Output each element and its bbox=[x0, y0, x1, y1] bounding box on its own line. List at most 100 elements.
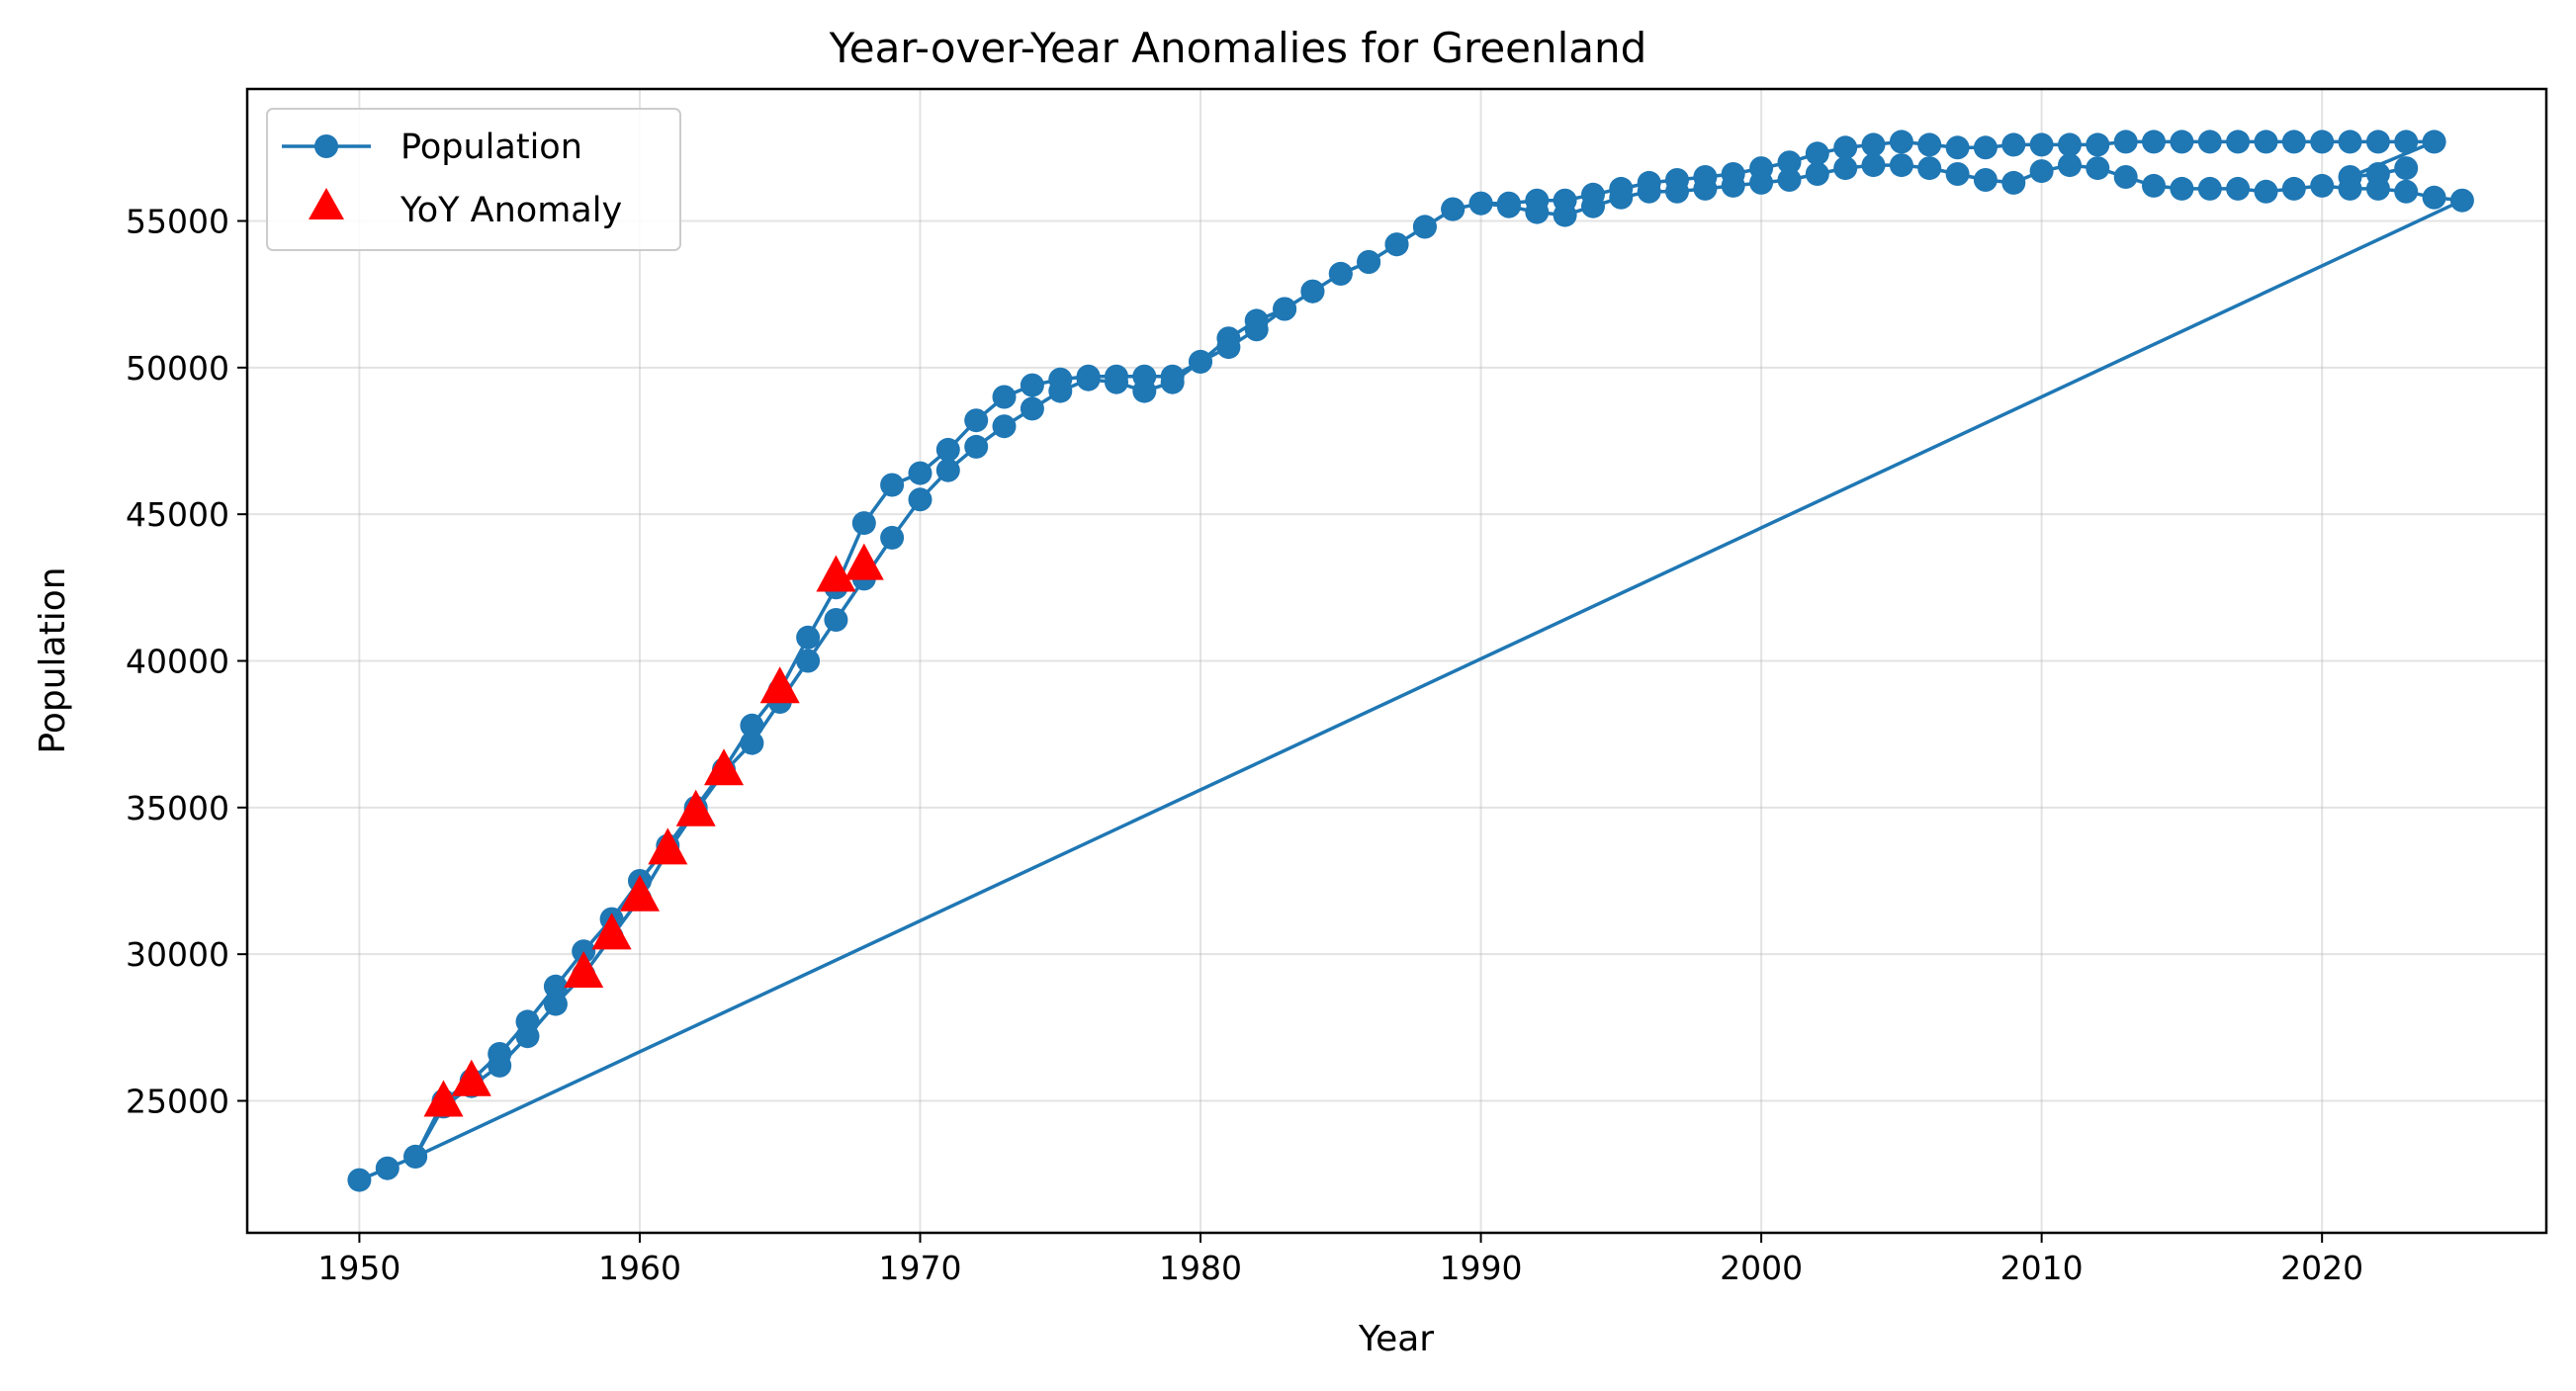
population-point bbox=[543, 992, 568, 1016]
anomaly-marker bbox=[423, 1080, 464, 1117]
population-point bbox=[1468, 191, 1493, 216]
anomaly-marker bbox=[759, 666, 800, 704]
x-tick-label: 2010 bbox=[2000, 1249, 2084, 1287]
population-point bbox=[2394, 130, 2419, 154]
population-point bbox=[2226, 176, 2251, 201]
anomaly-marker bbox=[675, 789, 716, 826]
population-point bbox=[2365, 162, 2390, 186]
population-point bbox=[1525, 188, 1550, 213]
population-point bbox=[2338, 165, 2362, 189]
population-point bbox=[2058, 153, 2082, 178]
population-point bbox=[2254, 179, 2278, 204]
y-tick-label: 40000 bbox=[126, 643, 229, 681]
y-axis-title: Population bbox=[33, 566, 73, 753]
population-point bbox=[2142, 130, 2166, 154]
population-point bbox=[1300, 279, 1325, 304]
population-point bbox=[964, 434, 989, 459]
population-point bbox=[880, 525, 905, 550]
population-point bbox=[851, 511, 876, 536]
population-point bbox=[1889, 153, 1913, 178]
population-point bbox=[1665, 168, 1689, 192]
population-point bbox=[1273, 297, 1297, 321]
population-point bbox=[2281, 176, 2306, 201]
anomaly-marker bbox=[844, 543, 884, 580]
population-point bbox=[908, 487, 933, 512]
population-point bbox=[2170, 176, 2194, 201]
population-point bbox=[740, 731, 764, 755]
legend-anomaly-marker bbox=[309, 188, 344, 219]
population-point bbox=[1412, 215, 1437, 239]
grid-layer bbox=[247, 89, 2546, 1233]
anomaly-marker bbox=[591, 913, 632, 950]
population-point bbox=[2142, 173, 2166, 198]
population-point bbox=[824, 608, 848, 632]
population-point bbox=[1833, 156, 1858, 181]
legend-anomaly-label: YoY Anomaly bbox=[400, 191, 622, 230]
chart-title: Year-over-Year Anomalies for Greenland bbox=[829, 24, 1647, 72]
anomaly-marker bbox=[816, 555, 856, 592]
population-point bbox=[1861, 132, 1886, 157]
population-point bbox=[1693, 165, 1718, 189]
x-axis-title: Year bbox=[1358, 1319, 1434, 1359]
population-point bbox=[1020, 373, 1044, 397]
population-point bbox=[1553, 188, 1577, 213]
population-point bbox=[1189, 349, 1212, 374]
population-point bbox=[2197, 176, 2222, 201]
population-point bbox=[1749, 156, 1774, 181]
population-point bbox=[2365, 130, 2390, 154]
population-point bbox=[796, 649, 821, 673]
legend: Population YoY Anomaly bbox=[266, 108, 681, 251]
population-point bbox=[1777, 150, 1802, 175]
population-point bbox=[2310, 130, 2335, 154]
population-point bbox=[2394, 156, 2419, 181]
population-point bbox=[964, 408, 989, 433]
population-point bbox=[740, 713, 764, 738]
population-point bbox=[1973, 168, 1998, 192]
population-point bbox=[1105, 364, 1128, 389]
y-tick-label: 55000 bbox=[126, 203, 229, 241]
anomaly-marker bbox=[704, 748, 744, 786]
x-tick-label: 1990 bbox=[1440, 1249, 1523, 1287]
population-point bbox=[1945, 135, 1970, 160]
population-point bbox=[1721, 162, 1745, 186]
y-tick-label: 25000 bbox=[126, 1083, 229, 1121]
population-point bbox=[935, 458, 960, 482]
population-point bbox=[1917, 132, 1942, 157]
population-point bbox=[2422, 185, 2446, 210]
population-point bbox=[1244, 308, 1269, 333]
population-point bbox=[2449, 188, 2474, 213]
population-point bbox=[1496, 191, 1521, 216]
population-point bbox=[1861, 153, 1886, 178]
x-tick-label: 1980 bbox=[1159, 1249, 1242, 1287]
population-point bbox=[2086, 156, 2110, 181]
tick-layer: 1950 1960 1970 1980 1990 2000 2010 2020 25000 300… bbox=[126, 203, 2363, 1288]
population-point bbox=[1637, 170, 1661, 195]
population-point bbox=[992, 385, 1017, 409]
population-point bbox=[1357, 250, 1381, 274]
population-point bbox=[2394, 179, 2419, 204]
population-point bbox=[880, 473, 905, 497]
population-point bbox=[2001, 170, 2026, 195]
anomaly-marker bbox=[648, 827, 688, 865]
legend-population-label: Population bbox=[400, 128, 582, 167]
anomaly-marker bbox=[620, 874, 660, 912]
population-point bbox=[1048, 367, 1073, 391]
population-point bbox=[1020, 396, 1044, 421]
series-layer bbox=[347, 130, 2474, 1192]
population-point bbox=[2338, 130, 2362, 154]
population-point bbox=[1945, 162, 1970, 186]
population-point bbox=[2310, 173, 2335, 198]
population-point bbox=[2113, 165, 2138, 189]
population-point bbox=[1216, 326, 1241, 351]
population-point bbox=[2422, 130, 2446, 154]
population-point bbox=[992, 414, 1017, 439]
population-point bbox=[2254, 130, 2278, 154]
anomaly-marker bbox=[564, 951, 604, 988]
population-point bbox=[1581, 182, 1605, 207]
population-point bbox=[2058, 132, 2082, 157]
population-point bbox=[2029, 132, 2054, 157]
y-tick-label: 30000 bbox=[126, 935, 229, 974]
y-tick-label: 35000 bbox=[126, 789, 229, 827]
population-point bbox=[1777, 168, 1802, 192]
